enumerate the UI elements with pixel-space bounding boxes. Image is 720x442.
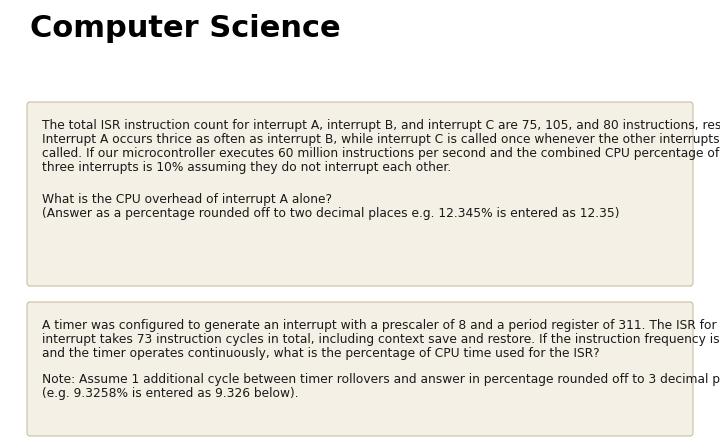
Text: and the timer operates continuously, what is the percentage of CPU time used for: and the timer operates continuously, wha… — [42, 347, 600, 360]
Text: Interrupt A occurs thrice as often as interrupt B, while interrupt C is called o: Interrupt A occurs thrice as often as in… — [42, 133, 720, 146]
Text: three interrupts is 10% assuming they do not interrupt each other.: three interrupts is 10% assuming they do… — [42, 161, 451, 174]
Text: Computer Science: Computer Science — [30, 14, 341, 43]
FancyBboxPatch shape — [27, 102, 693, 286]
FancyBboxPatch shape — [27, 302, 693, 436]
Text: Note: Assume 1 additional cycle between timer rollovers and answer in percentage: Note: Assume 1 additional cycle between … — [42, 373, 720, 386]
Text: A timer was configured to generate an interrupt with a prescaler of 8 and a peri: A timer was configured to generate an in… — [42, 319, 720, 332]
Text: (Answer as a percentage rounded off to two decimal places e.g. 12.345% is entere: (Answer as a percentage rounded off to t… — [42, 207, 619, 220]
Text: interrupt takes 73 instruction cycles in total, including context save and resto: interrupt takes 73 instruction cycles in… — [42, 333, 720, 346]
Text: What is the CPU overhead of interrupt A alone?: What is the CPU overhead of interrupt A … — [42, 193, 332, 206]
Text: The total ISR instruction count for interrupt A, interrupt B, and interrupt C ar: The total ISR instruction count for inte… — [42, 119, 720, 132]
Text: called. If our microcontroller executes 60 million instructions per second and t: called. If our microcontroller executes … — [42, 147, 720, 160]
Text: (e.g. 9.3258% is entered as 9.326 below).: (e.g. 9.3258% is entered as 9.326 below)… — [42, 387, 299, 400]
